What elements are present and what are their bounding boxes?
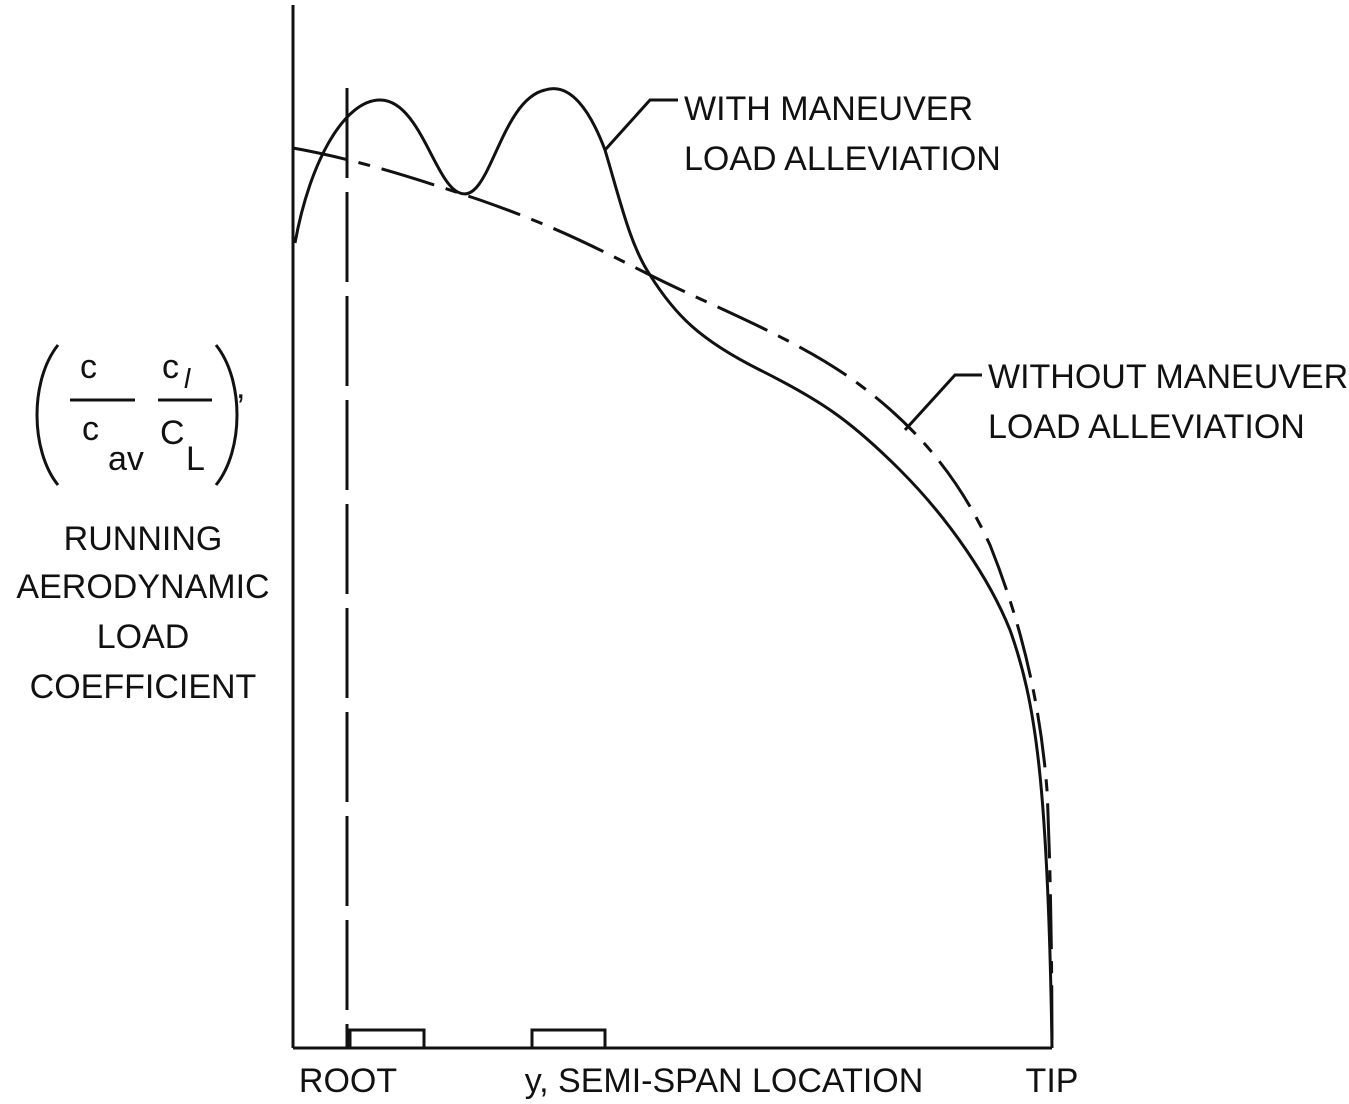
paren [35, 344, 60, 486]
leader-line [603, 98, 678, 152]
y-label: COEFFICIENT [30, 668, 257, 706]
annotation: WITHOUT MANEUVER [988, 358, 1348, 396]
symbol: c [162, 348, 179, 386]
x-label: TIP [1026, 1062, 1079, 1100]
symbol: C [160, 414, 185, 452]
symbol: c [80, 348, 97, 386]
control-surface [530, 1028, 607, 1050]
paren [214, 344, 239, 486]
y-label: RUNNING [64, 520, 223, 558]
annotation: WITH MANEUVER [684, 90, 973, 128]
subscript: L [186, 440, 205, 478]
without-mla-curve [292, 146, 1054, 1049]
control-surface [348, 1028, 426, 1050]
leader-line [903, 373, 982, 432]
comma: , [236, 368, 245, 406]
subscript: l [184, 363, 191, 394]
y-label: AERODYNAMIC [16, 568, 269, 606]
subscript: av [108, 440, 144, 478]
with-mla-curve [293, 87, 1054, 1049]
symbol: c [82, 410, 99, 448]
annotation: LOAD ALLEVIATION [988, 408, 1305, 446]
x-label: ROOT [299, 1062, 397, 1100]
y-label-formula: c c av c l C L , [35, 344, 245, 486]
y-label: LOAD [97, 618, 190, 656]
annotation: LOAD ALLEVIATION [684, 140, 1001, 178]
x-axis-title: y, SEMI-SPAN LOCATION [525, 1062, 924, 1100]
